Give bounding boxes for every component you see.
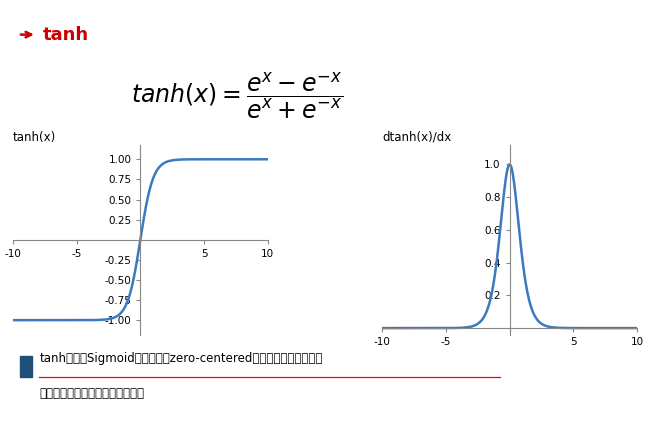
Text: tanh解决了Sigmoid函数的不是zero-centered输出问题，然而，梯度: tanh解决了Sigmoid函数的不是zero-centered输出问题，然而，… xyxy=(39,352,322,365)
Text: 消失问题和罓运算问题仍然存在。: 消失问题和罓运算问题仍然存在。 xyxy=(39,387,144,400)
Bar xyxy=(21,356,32,377)
Text: tanh(x): tanh(x) xyxy=(13,131,57,144)
Text: tanh: tanh xyxy=(43,26,89,44)
Text: $\mathit{tanh}(x) = \dfrac{e^x - e^{-x}}{e^x + e^{-x}}$: $\mathit{tanh}(x) = \dfrac{e^x - e^{-x}}… xyxy=(131,70,344,121)
Text: dtanh(x)/dx: dtanh(x)/dx xyxy=(382,131,452,144)
